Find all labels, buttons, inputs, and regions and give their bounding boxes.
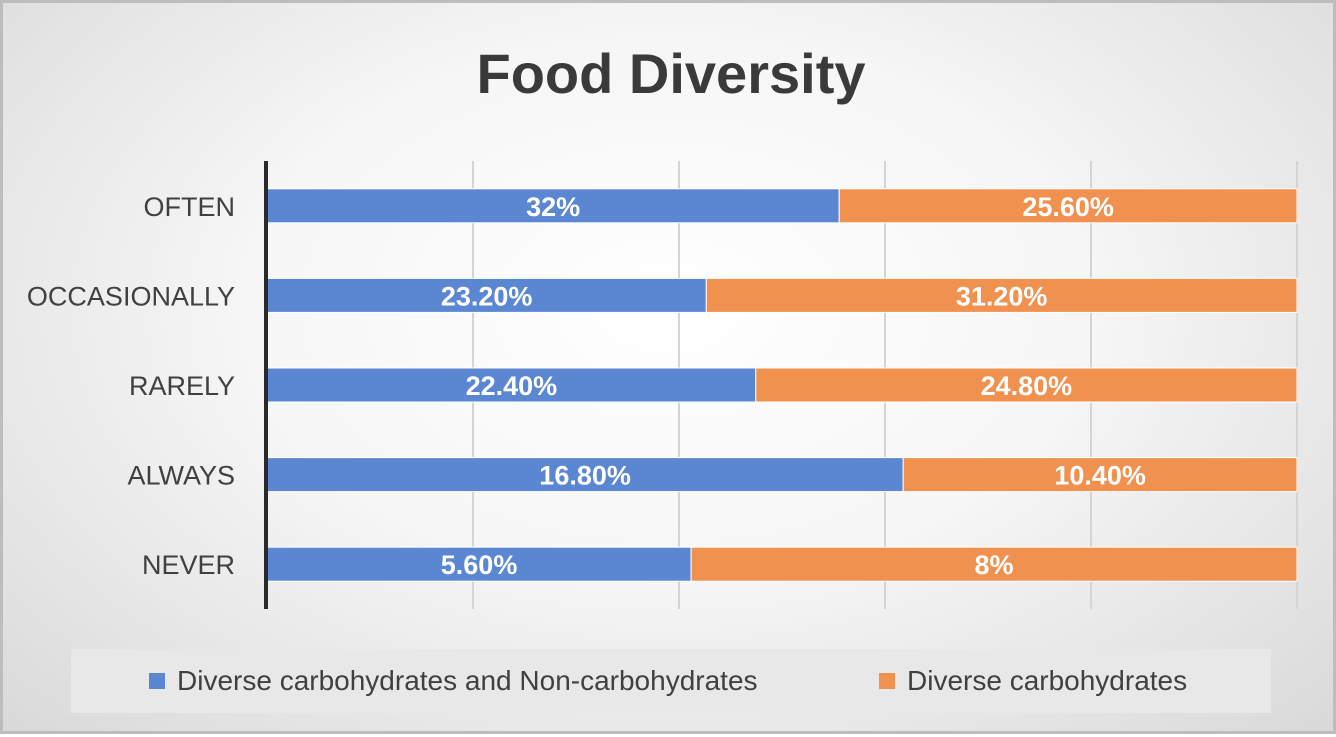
data-label: 31.20% [956,281,1048,311]
bar-always-series-2 [902,457,1298,493]
plot-area: 32% 25.60% OFTEN 23.20% 31.20% OCCASIONALLY 22… [27,161,1298,609]
legend-swatch-series-1 [149,673,165,689]
bar-often-series-2 [838,188,1298,224]
category-label: OFTEN [144,192,236,222]
legend: Diverse carbohydrates and Non-carbohydra… [71,649,1271,713]
legend-swatch-series-2 [879,673,895,689]
legend-item-series-2: Diverse carbohydrates [879,649,1187,713]
data-label: 22.40% [466,371,558,401]
bar-never-series-1 [266,546,692,582]
data-label: 5.60% [441,550,518,580]
legend-item-series-1: Diverse carbohydrates and Non-carbohydra… [149,649,758,713]
data-label: 16.80% [539,461,631,491]
bar-never-series-2 [690,546,1298,582]
category-label: RARELY [129,371,235,401]
chart-title: Food Diversity [476,42,866,105]
bar-always-series-1 [266,457,904,493]
legend-label-series-2: Diverse carbohydrates [907,665,1188,696]
data-label: 24.80% [981,371,1073,401]
category-label: ALWAYS [127,461,235,491]
data-label: 25.60% [1022,192,1114,222]
data-label: 8% [975,550,1014,580]
bar-occasionally-series-2 [705,277,1298,313]
bar-rarely-series-2 [755,367,1298,403]
category-label: OCCASIONALLY [27,281,235,311]
data-label: 10.40% [1054,461,1146,491]
data-label: 32% [526,192,580,222]
legend-label-series-1: Diverse carbohydrates and Non-carbohydra… [177,665,758,696]
data-label: 23.20% [441,281,533,311]
category-label: NEVER [142,550,235,580]
